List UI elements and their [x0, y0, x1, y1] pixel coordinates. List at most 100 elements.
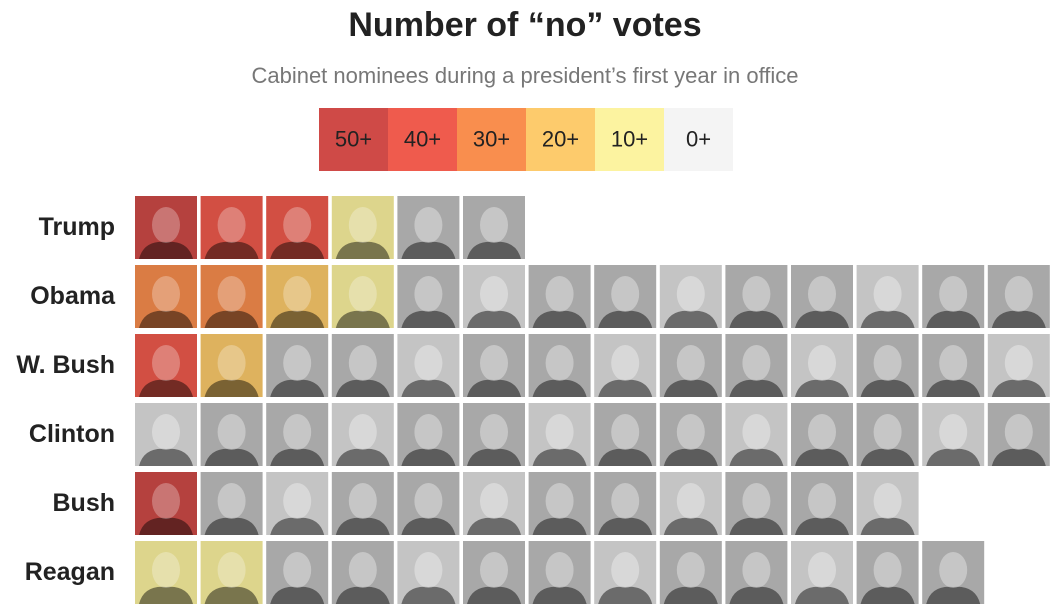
tile-shade [135, 196, 197, 259]
tile-shoulders [139, 448, 193, 466]
tile-background [725, 541, 788, 604]
tile-background [594, 403, 657, 466]
nominee-tile [987, 334, 1050, 397]
tile-background [200, 472, 263, 535]
nominee-tile [463, 196, 525, 259]
nominee-tile [331, 196, 394, 259]
nominee-tile [266, 541, 329, 604]
tile-background [922, 334, 985, 397]
nominee-tile [725, 265, 788, 328]
tile-background [266, 541, 329, 604]
tile-face [611, 414, 640, 450]
tile-shade [200, 541, 263, 604]
tile-shoulders [270, 586, 325, 604]
tile-face [414, 345, 443, 381]
tile-face [480, 414, 508, 450]
tile-face [217, 207, 246, 243]
tile-shoulders [860, 448, 915, 466]
tile-face [742, 345, 771, 381]
nominee-tile [791, 334, 853, 397]
row-label: Obama [30, 282, 116, 310]
nominee-tile [922, 265, 985, 328]
tile-shoulders [729, 586, 784, 604]
tile-shoulders [270, 517, 325, 535]
tile-background [791, 541, 853, 604]
tile-shoulders [795, 517, 849, 535]
tile-shoulders [598, 586, 653, 604]
tile-face [676, 552, 705, 588]
legend-label: 50+ [335, 126, 372, 151]
nominee-tile [594, 265, 657, 328]
nominee-tile [135, 403, 197, 466]
tile-face [414, 414, 443, 450]
row-label: W. Bush [16, 351, 115, 379]
tile-shoulders [860, 586, 915, 604]
nominee-tile [397, 334, 460, 397]
tile-background [856, 403, 919, 466]
tile-background [528, 265, 591, 328]
tile-face [480, 276, 508, 312]
tile-face [545, 483, 574, 519]
tile-face [283, 414, 312, 450]
tile-face [152, 483, 180, 519]
tile-face [152, 276, 180, 312]
tile-background [856, 472, 919, 535]
tile-face [217, 414, 246, 450]
tile-shoulders [532, 310, 587, 328]
tile-shoulders [139, 310, 193, 328]
tile-shoulders [663, 379, 718, 397]
tile-background [266, 265, 329, 328]
tile-shoulders [467, 517, 521, 535]
tile-shoulders [204, 241, 259, 259]
tile-face [939, 276, 968, 312]
nominee-tile [200, 472, 263, 535]
tile-shoulders [991, 310, 1046, 328]
tile-face [873, 414, 902, 450]
tile-background [266, 472, 329, 535]
tile-shoulders [467, 379, 521, 397]
tile-face [611, 345, 640, 381]
tile-shade [266, 265, 329, 328]
nominee-tile [135, 541, 197, 604]
tile-shade [331, 265, 394, 328]
nominee-tile [200, 403, 263, 466]
tile-shoulders [270, 241, 325, 259]
nominee-tile [266, 472, 329, 535]
tile-background [528, 334, 591, 397]
tile-shoulders [598, 310, 653, 328]
tile-face [283, 345, 312, 381]
nominee-tile [266, 196, 329, 259]
tile-background [791, 265, 853, 328]
nominee-tile [331, 472, 394, 535]
tile-face [480, 207, 508, 243]
tile-shoulders [860, 310, 915, 328]
tile-face [414, 552, 443, 588]
tile-shoulders [401, 241, 456, 259]
tile-shade [135, 541, 197, 604]
nominee-tile [659, 403, 722, 466]
tile-background [594, 472, 657, 535]
tile-shoulders [335, 241, 390, 259]
nominee-tile [659, 265, 722, 328]
nominee-tile [856, 334, 919, 397]
legend-swatch [526, 108, 595, 171]
tile-background [331, 541, 394, 604]
tile-shoulders [663, 448, 718, 466]
tile-background [987, 334, 1050, 397]
tile-background [397, 472, 460, 535]
tile-shoulders [467, 586, 521, 604]
tile-background [791, 472, 853, 535]
tile-background [791, 403, 853, 466]
nominee-tile [659, 334, 722, 397]
tile-face [217, 483, 246, 519]
nominee-tile [528, 334, 591, 397]
tile-shoulders [598, 448, 653, 466]
tile-face [545, 276, 574, 312]
tile-shoulders [729, 517, 784, 535]
tile-shoulders [663, 310, 718, 328]
tile-background [725, 334, 788, 397]
tile-shoulders [532, 448, 587, 466]
tile-background [200, 541, 263, 604]
tile-face [742, 552, 771, 588]
